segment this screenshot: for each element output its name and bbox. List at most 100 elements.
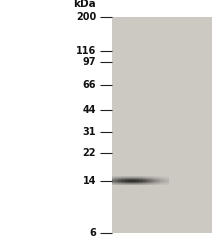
FancyBboxPatch shape [143,177,145,178]
FancyBboxPatch shape [147,178,149,179]
FancyBboxPatch shape [132,177,133,178]
FancyBboxPatch shape [119,183,121,184]
FancyBboxPatch shape [140,178,142,179]
FancyBboxPatch shape [128,181,129,182]
FancyBboxPatch shape [136,177,138,178]
FancyBboxPatch shape [145,176,146,177]
FancyBboxPatch shape [143,181,145,182]
FancyBboxPatch shape [136,180,138,181]
FancyBboxPatch shape [118,176,120,177]
FancyBboxPatch shape [149,176,150,177]
FancyBboxPatch shape [129,183,131,184]
FancyBboxPatch shape [150,183,152,184]
FancyBboxPatch shape [132,178,133,179]
FancyBboxPatch shape [130,183,132,184]
FancyBboxPatch shape [152,177,153,178]
FancyBboxPatch shape [154,181,156,182]
FancyBboxPatch shape [140,177,142,178]
FancyBboxPatch shape [136,183,138,184]
FancyBboxPatch shape [164,177,166,178]
FancyBboxPatch shape [129,178,131,179]
FancyBboxPatch shape [124,183,125,184]
FancyBboxPatch shape [122,178,124,179]
FancyBboxPatch shape [132,177,133,178]
FancyBboxPatch shape [154,180,156,181]
FancyBboxPatch shape [147,179,149,180]
FancyBboxPatch shape [114,177,115,178]
FancyBboxPatch shape [153,182,155,183]
FancyBboxPatch shape [133,178,135,179]
FancyBboxPatch shape [140,182,142,183]
FancyBboxPatch shape [125,177,127,178]
FancyBboxPatch shape [132,184,133,185]
FancyBboxPatch shape [157,183,159,184]
FancyBboxPatch shape [166,177,167,178]
FancyBboxPatch shape [124,177,125,178]
FancyBboxPatch shape [154,177,156,178]
FancyBboxPatch shape [145,180,146,181]
FancyBboxPatch shape [132,183,133,184]
FancyBboxPatch shape [136,176,138,177]
FancyBboxPatch shape [140,180,142,181]
FancyBboxPatch shape [160,183,162,184]
FancyBboxPatch shape [126,180,128,181]
FancyBboxPatch shape [160,178,162,179]
FancyBboxPatch shape [126,177,128,178]
FancyBboxPatch shape [124,177,125,178]
FancyBboxPatch shape [143,182,145,183]
FancyBboxPatch shape [163,184,164,185]
FancyBboxPatch shape [149,183,150,184]
FancyBboxPatch shape [118,180,120,181]
FancyBboxPatch shape [149,183,150,184]
FancyBboxPatch shape [156,176,157,177]
FancyBboxPatch shape [147,180,149,181]
FancyBboxPatch shape [139,182,141,183]
FancyBboxPatch shape [153,177,155,178]
FancyBboxPatch shape [161,183,163,184]
FancyBboxPatch shape [143,178,145,179]
FancyBboxPatch shape [135,177,137,178]
FancyBboxPatch shape [117,182,118,183]
FancyBboxPatch shape [153,176,155,177]
FancyBboxPatch shape [138,182,139,183]
FancyBboxPatch shape [147,182,149,183]
FancyBboxPatch shape [139,180,141,181]
FancyBboxPatch shape [121,183,122,184]
FancyBboxPatch shape [122,182,124,183]
FancyBboxPatch shape [135,183,137,184]
FancyBboxPatch shape [157,179,159,180]
FancyBboxPatch shape [146,183,148,184]
FancyBboxPatch shape [126,182,128,183]
FancyBboxPatch shape [164,177,166,178]
FancyBboxPatch shape [124,176,125,177]
FancyBboxPatch shape [149,182,150,183]
FancyBboxPatch shape [161,178,163,179]
FancyBboxPatch shape [121,182,122,183]
FancyBboxPatch shape [114,182,115,183]
FancyBboxPatch shape [143,179,145,180]
FancyBboxPatch shape [149,184,150,185]
FancyBboxPatch shape [126,176,128,177]
FancyBboxPatch shape [147,182,149,183]
FancyBboxPatch shape [112,181,114,182]
FancyBboxPatch shape [157,177,159,178]
FancyBboxPatch shape [149,178,150,179]
FancyBboxPatch shape [163,180,164,181]
FancyBboxPatch shape [167,177,169,178]
Text: 116: 116 [76,46,96,56]
FancyBboxPatch shape [160,184,162,185]
FancyBboxPatch shape [138,177,139,178]
FancyBboxPatch shape [129,177,131,178]
FancyBboxPatch shape [136,184,138,185]
FancyBboxPatch shape [119,178,121,179]
FancyBboxPatch shape [135,178,137,179]
FancyBboxPatch shape [117,180,118,181]
FancyBboxPatch shape [112,184,114,185]
FancyBboxPatch shape [135,176,137,177]
FancyBboxPatch shape [167,182,169,183]
FancyBboxPatch shape [159,181,160,182]
FancyBboxPatch shape [124,182,125,183]
FancyBboxPatch shape [112,177,114,178]
FancyBboxPatch shape [147,181,149,182]
FancyBboxPatch shape [121,181,122,182]
